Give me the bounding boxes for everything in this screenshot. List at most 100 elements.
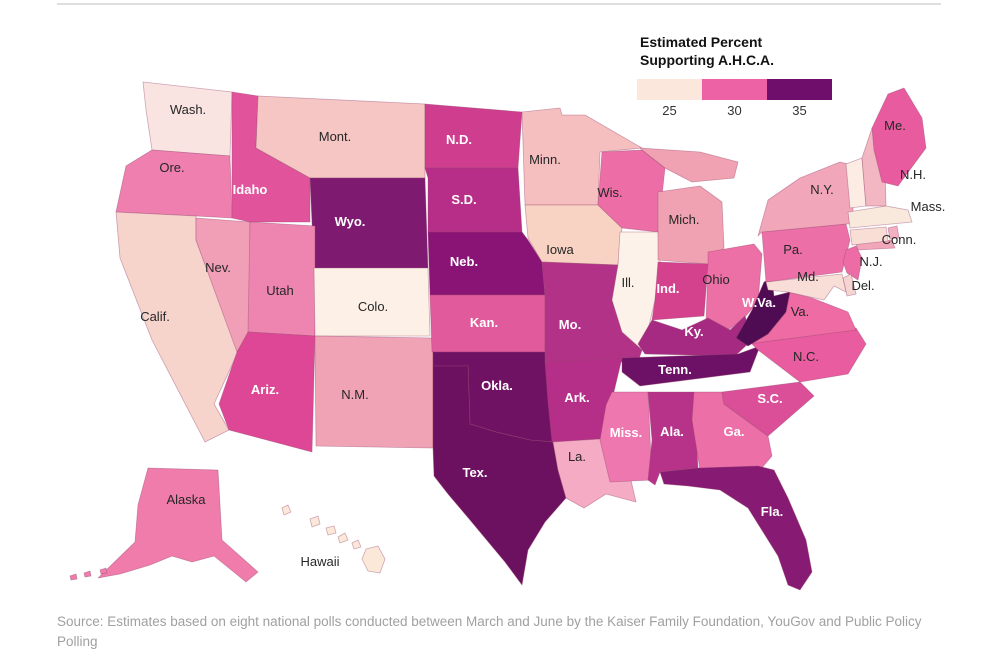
legend-bins: 25 30 35 [637,79,832,118]
state-NM [314,335,434,449]
state-label-IL: Ill. [622,275,635,290]
state-label-ME: Me. [884,118,906,133]
state-label-MN: Minn. [529,152,561,167]
state-label-NY: N.Y. [810,182,834,197]
state-ME [871,87,927,187]
state-label-TN: Tenn. [658,362,692,377]
state-CT [849,226,889,246]
state-MI [657,185,725,265]
state-label-NE: Neb. [450,254,478,269]
state-TN [621,345,761,387]
state-label-CO: Colo. [358,299,388,314]
state-label-WY: Wyo. [335,214,366,229]
legend: Estimated Percent Supporting A.H.C.A. 25… [637,33,832,118]
legend-bin-30: 30 [702,79,767,118]
state-label-OH: Ohio [702,272,729,287]
state-label-NC: N.C. [793,349,819,364]
state-IN [651,261,709,321]
state-HI4 [337,532,349,544]
legend-title-line1: Estimated Percent [640,34,763,50]
legend-swatch-2 [767,79,832,100]
state-label-NJ: N.J. [859,254,882,269]
state-NE [427,231,546,296]
state-MIUP [639,147,739,183]
state-label-KS: Kan. [470,315,498,330]
legend-bin-25: 25 [637,79,702,118]
state-label-IN: Ind. [656,281,679,296]
state-label-MO: Mo. [559,317,581,332]
state-label-OR: Ore. [159,160,184,175]
state-HI2 [309,515,321,528]
state-DE [842,273,857,297]
legend-swatch-1 [702,79,767,100]
state-ND [424,103,523,169]
state-label-MS: Miss. [610,425,643,440]
state-label-VA: Va. [791,304,810,319]
state-label-DE: Del. [851,278,874,293]
state-HI [361,545,386,574]
state-label-MT: Mont. [319,129,352,144]
state-AK4 [99,567,108,575]
state-MA [847,205,913,229]
state-AK2 [69,573,78,581]
state-label-WA: Wash. [170,102,206,117]
state-NC [749,327,867,383]
state-label-AZ: Ariz. [251,382,279,397]
state-label-LA: La. [568,449,586,464]
top-rule [57,3,941,5]
state-WY [309,177,429,269]
source-note: Source: Estimates based on eight nationa… [57,614,922,649]
state-label-WV: W.Va. [742,295,776,310]
state-label-MA: Mass. [911,199,946,214]
legend-title-line2: Supporting A.H.C.A. [640,52,775,68]
state-label-KY: Ky. [684,324,703,339]
state-label-AR: Ark. [564,390,589,405]
state-label-NM: N.M. [341,387,368,402]
state-CO [313,267,431,337]
state-label-FL: Fla. [761,504,783,519]
state-AK [97,467,259,583]
state-HI1 [281,504,292,516]
state-HI3 [325,525,337,536]
state-FL [659,465,813,591]
state-MD [765,273,847,301]
legend-tick-label: 35 [792,103,807,118]
state-label-AL: Ala. [660,424,684,439]
legend-title: Estimated Percent Supporting A.H.C.A. [640,33,832,69]
state-WA [142,81,233,157]
state-label-TX: Tex. [462,465,487,480]
state-label-UT: Utah [266,283,293,298]
state-label-OK: Okla. [481,378,513,393]
state-label-MI: Mich. [668,212,699,227]
state-ID [231,91,311,223]
state-label-ID: Idaho [233,182,268,197]
state-HI5 [351,539,362,550]
state-MO [541,261,643,363]
state-label-NV: Nev. [205,260,231,275]
state-label-CT: Conn. [882,232,917,247]
legend-bin-35: 35 [767,79,832,118]
state-label-MD: Md. [797,269,819,284]
state-SC [721,381,815,437]
state-label-ND: N.D. [446,132,472,147]
state-RI [887,225,900,240]
state-label-CA: Calif. [140,309,170,324]
state-label-SD: S.D. [451,192,476,207]
state-label-SC: S.C. [757,391,782,406]
state-TX [432,365,567,586]
legend-swatch-0 [637,79,702,100]
state-label-PA: Pa. [783,242,803,257]
state-label-NH: N.H. [900,167,926,182]
state-NJ [842,245,863,281]
state-UT [247,221,316,337]
legend-tick-label: 25 [662,103,677,118]
legend-tick-label: 30 [727,103,742,118]
state-label-AK: Alaska [166,492,206,507]
state-label-IA: Iowa [546,242,574,257]
state-label-HI: Hawaii [300,554,339,569]
state-AK3 [83,570,92,578]
state-label-WI: Wis. [597,185,622,200]
state-label-GA: Ga. [724,424,745,439]
